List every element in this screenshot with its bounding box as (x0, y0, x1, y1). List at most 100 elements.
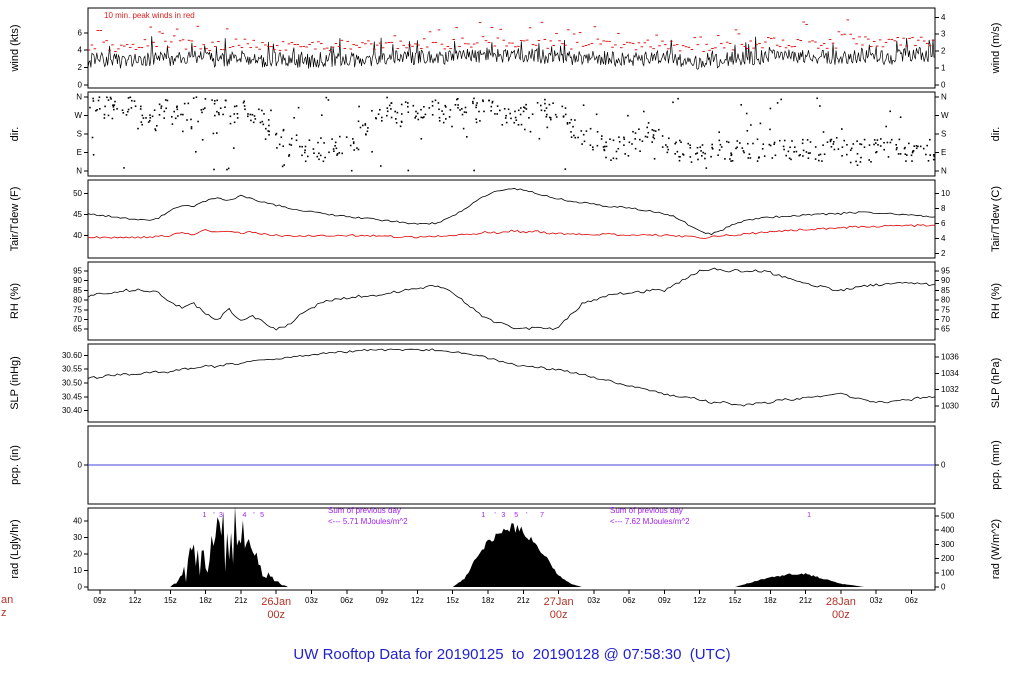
ytick-right-rad: 0 (941, 583, 946, 592)
ytick-left-rad: 30 (73, 533, 82, 542)
date-label: 26Jan (261, 596, 291, 608)
ytick-left-slp: 30.40 (62, 406, 83, 415)
y-axis-label-slp-left: SLP (inHg) (9, 356, 21, 410)
wind-direction-dots (89, 96, 935, 172)
date-label: 27Jan (544, 596, 574, 608)
y-axis-label-pcp-left: pcp. (in) (9, 445, 21, 485)
ytick-left-rh: 70 (73, 315, 82, 324)
tair-trace (87, 187, 936, 236)
xtick-label: 18z (199, 596, 212, 605)
panel-frame-slp (87, 343, 936, 423)
rad-peak-marker: ' (213, 512, 214, 519)
ytick-left-slp: 30.60 (62, 351, 83, 360)
rad-area (88, 506, 935, 587)
ytick-right-rh: 70 (941, 315, 950, 324)
rad-peak-marker: 3 (219, 512, 223, 519)
xtick-label: 03z (870, 596, 883, 605)
ytick-right-temp: 8 (941, 204, 946, 213)
rad-peak-marker: ' (253, 512, 254, 519)
slp-trace (87, 348, 936, 407)
ytick-left-rh: 80 (73, 296, 82, 305)
rad-peak-marker: 4 (243, 512, 247, 519)
ytick-right-slp: 1034 (941, 369, 959, 378)
y-axis-label-pcp-right: pcp. (mm) (990, 440, 1002, 490)
xtick-label: 03z (305, 596, 318, 605)
xtick-label: 15z (446, 596, 459, 605)
xtick-label: 18z (482, 596, 495, 605)
note-line: <--- 7.62 MJoules/m^2 (610, 517, 690, 526)
ytick-left-dir: S (77, 130, 82, 139)
date-label-z: 00z (550, 609, 568, 621)
ytick-left-rh: 90 (73, 276, 82, 285)
y-axis-label-rad-left: rad (Lgly/hr) (9, 519, 21, 579)
ytick-left-temp: 45 (73, 210, 82, 219)
ytick-right-rh: 95 (941, 266, 950, 275)
date-label-z: 00z (832, 609, 850, 621)
panel-frame-rad (87, 507, 936, 591)
xtick-label: 12z (129, 596, 142, 605)
y-axis-label-dir-left: dir. (9, 126, 21, 142)
panel-frame-wind (87, 7, 936, 89)
rad-peak-marker: 1 (481, 512, 485, 519)
xtick-label: 12z (693, 596, 706, 605)
xtick-label: 09z (658, 596, 671, 605)
ytick-left-rad: 0 (78, 583, 83, 592)
ytick-left-dir: E (77, 148, 82, 157)
clipped-date-label: an z (1, 594, 13, 620)
ytick-left-temp: 40 (73, 231, 82, 240)
rh-trace (87, 267, 936, 331)
ytick-right-dir: E (941, 148, 946, 157)
wind-speed-trace (87, 36, 935, 70)
date-label: 28Jan (826, 596, 856, 608)
clipped-date-line: an (1, 594, 14, 606)
ytick-left-rh: 65 (73, 325, 82, 334)
ytick-right-rh: 75 (941, 305, 950, 314)
ytick-left-wind: 6 (78, 28, 83, 37)
ytick-left-rh: 85 (73, 286, 82, 295)
xtick-label: 21z (517, 596, 530, 605)
ytick-right-temp: 10 (941, 189, 950, 198)
ytick-right-dir: N (941, 167, 947, 176)
ytick-left-wind: 0 (78, 81, 83, 90)
ytick-right-wind: 1 (941, 64, 946, 73)
xtick-label: 06z (340, 596, 353, 605)
ytick-right-rh: 65 (941, 325, 950, 334)
ytick-left-wind: 2 (78, 63, 83, 72)
xtick-label: 21z (234, 596, 247, 605)
ytick-left-temp: 50 (73, 189, 82, 198)
ytick-right-rad: 500 (941, 512, 955, 521)
ytick-right-rad: 400 (941, 526, 955, 535)
y-axis-label-rh-right: RH (%) (990, 282, 1002, 320)
rad-peak-marker: ' (526, 512, 527, 519)
y-axis-label-temp-right: Tair/Tdew (C) (990, 185, 1002, 253)
note-line: Sum of previous day (610, 506, 683, 515)
panel-frame-temp (87, 179, 936, 259)
ytick-left-rh: 95 (73, 266, 82, 275)
ytick-right-dir: W (941, 111, 949, 120)
ytick-right-wind: 3 (941, 30, 946, 39)
rad-peak-marker: 5 (260, 512, 264, 519)
ytick-left-slp: 30.55 (62, 365, 83, 374)
rad-peak-marker: 1 (807, 512, 811, 519)
panel-frame-rh (87, 261, 936, 341)
ytick-right-rad: 300 (941, 540, 955, 549)
rad-peak-marker: 3 (501, 512, 505, 519)
rad-sum-note-2: Sum of previous day <--- 7.62 MJoules/m^… (610, 505, 690, 527)
panel-frame-dir (87, 91, 936, 177)
y-axis-label-slp-right: SLP (hPa) (990, 357, 1002, 409)
ytick-left-rad: 10 (73, 566, 82, 575)
xtick-label: 18z (764, 596, 777, 605)
ytick-right-rh: 85 (941, 286, 950, 295)
xtick-label: 06z (623, 596, 636, 605)
ytick-right-dir: N (941, 93, 947, 102)
ytick-left-rad: 40 (73, 516, 82, 525)
ytick-left-slp: 30.45 (62, 392, 83, 401)
ytick-right-temp: 2 (941, 249, 946, 258)
wind-peak-note: 10 min. peak winds in red (104, 11, 195, 20)
date-label-z: 00z (267, 609, 285, 621)
chart-title: UW Rooftop Data for 20190125 to 20190128… (293, 646, 731, 663)
y-axis-label-wind-right: wind (m/s) (990, 22, 1002, 74)
ytick-left-dir: W (74, 111, 82, 120)
